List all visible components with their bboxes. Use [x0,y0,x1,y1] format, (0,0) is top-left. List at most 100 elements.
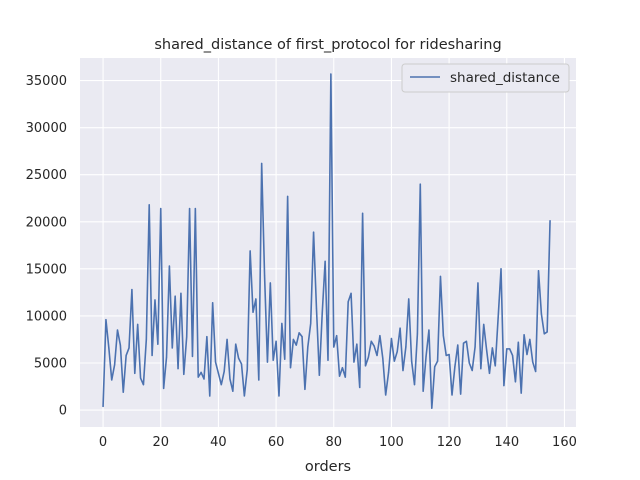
data-point [465,340,468,342]
data-point [203,378,205,380]
data-point [376,354,378,357]
data-point [252,311,254,313]
data-point [425,355,427,357]
data-point [442,335,444,337]
data-point [238,357,240,359]
data-point [540,313,543,315]
data-point [408,298,410,300]
data-point [411,360,413,362]
data-point [327,359,329,361]
data-point [480,368,482,370]
data-point [139,377,142,379]
data-point [474,346,476,348]
data-point [523,334,525,336]
data-point [454,366,456,368]
data-point [272,359,274,361]
data-point [347,301,349,303]
data-point [160,208,162,210]
data-point [546,331,548,333]
data-point [367,356,369,358]
data-point [145,338,147,341]
data-point [269,282,271,284]
data-point [191,355,194,357]
data-point [301,336,303,338]
data-point [399,327,401,329]
data-point [436,360,439,362]
x-tick-label: 60 [268,435,285,450]
y-tick-labels: 0 5000 10000 15000 20000 25000 30000 35000 [26,74,67,418]
y-tick-label: 25000 [26,168,67,183]
data-point [154,299,156,301]
data-point [509,348,511,350]
data-point [174,295,176,297]
data-point [341,367,344,369]
data-point [460,393,462,395]
x-tick-labels: 0 20 40 60 80 100 120 140 160 [99,435,577,450]
data-point [258,379,260,381]
data-point [186,336,188,338]
data-point [500,268,502,270]
data-point [295,344,297,346]
data-point [321,312,323,314]
data-point [263,274,266,277]
data-point [434,366,436,368]
data-point [243,395,245,397]
data-point [477,282,479,284]
data-point [457,344,459,346]
data-point [413,384,416,386]
x-tick-label: 120 [437,435,462,450]
data-point [171,347,173,349]
data-point [177,368,179,370]
plot-area [80,58,576,427]
data-point [197,376,199,378]
legend: shared_distance [401,63,570,93]
data-point [364,365,367,367]
data-point [379,335,381,337]
data-point [428,329,430,331]
data-point [543,333,545,335]
data-point [356,343,358,345]
data-point [486,349,488,351]
data-point [506,348,508,350]
data-point [284,358,286,360]
x-tick-label: 80 [325,435,342,450]
data-point [157,343,159,345]
data-point [235,343,237,345]
x-tick-label: 140 [494,435,519,450]
data-point [468,362,470,364]
x-tick-label: 20 [152,435,169,450]
data-point [188,208,191,210]
data-point [209,395,211,397]
data-point [387,371,390,373]
data-point [491,347,493,349]
data-point [200,371,202,373]
data-point [370,340,372,342]
y-tick-label: 30000 [26,121,67,136]
data-point [223,370,225,373]
data-point [514,381,517,383]
y-tick-label: 20000 [26,215,67,230]
data-point [278,395,280,397]
data-point [246,368,248,371]
data-point [310,322,312,325]
data-point [116,329,119,331]
data-point [125,354,127,357]
data-point [137,323,139,325]
data-point [422,390,424,392]
data-point [373,345,375,347]
data-point [549,220,551,222]
data-point [488,372,491,374]
data-point [165,356,168,358]
data-point [217,372,220,374]
data-point [275,340,277,342]
data-point [134,372,136,374]
data-point [362,212,364,214]
data-point [255,298,257,300]
data-point [229,378,231,380]
data-point [151,354,153,357]
data-point [119,344,121,346]
data-point [287,195,289,197]
data-point [385,394,387,396]
data-point [517,341,519,343]
